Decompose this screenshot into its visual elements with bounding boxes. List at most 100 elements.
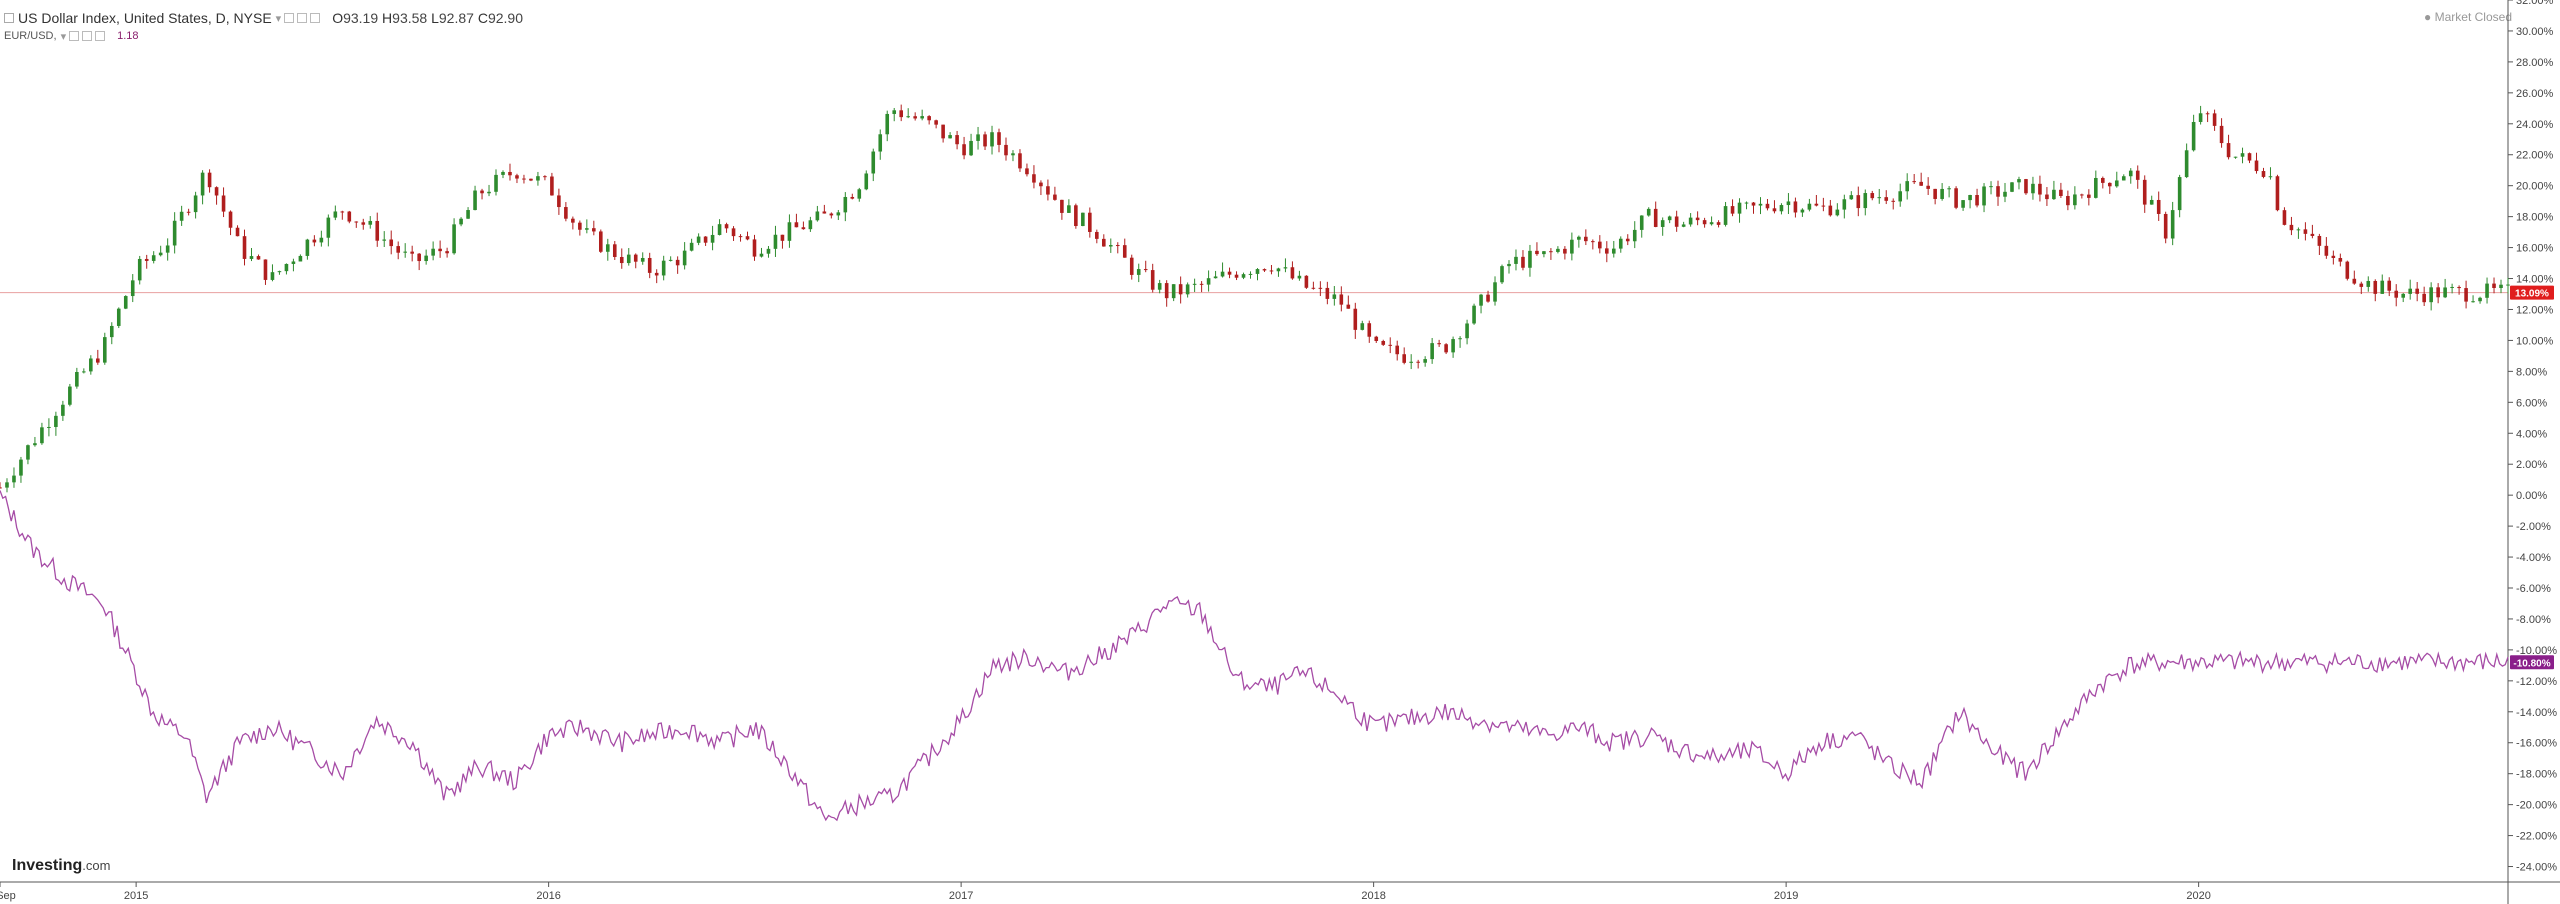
y-tick-label: -24.00% xyxy=(2516,862,2557,874)
candle-body xyxy=(1688,217,1693,225)
candle-body xyxy=(2107,182,2112,187)
main-series-legend[interactable]: US Dollar Index, United States, D, NYSE … xyxy=(4,8,523,28)
candle-body xyxy=(1479,294,1483,306)
candle-body xyxy=(941,124,945,139)
candle-body xyxy=(396,246,401,253)
candle-body xyxy=(102,337,107,363)
candle-body xyxy=(1870,193,1875,199)
candle-body xyxy=(1025,168,1029,175)
candle-body xyxy=(1067,205,1071,213)
candle-body xyxy=(186,211,191,213)
y-tick-label: -8.00% xyxy=(2516,614,2551,626)
y-tick-label: 2.00% xyxy=(2516,459,2547,471)
candle-body xyxy=(1178,284,1183,295)
candle-body xyxy=(2163,213,2168,239)
candle-body xyxy=(836,212,841,216)
candle-body xyxy=(1765,203,1770,209)
candle-body xyxy=(459,218,463,225)
settings-icon[interactable] xyxy=(297,13,308,23)
candle-body xyxy=(1346,304,1351,309)
candle-body xyxy=(2233,156,2238,158)
collapse-toggle-icon[interactable] xyxy=(4,13,14,23)
candle-body xyxy=(829,213,834,216)
candle-body xyxy=(2506,284,2510,286)
candle-body xyxy=(1388,344,1393,346)
candle-body xyxy=(333,211,338,218)
candle-body xyxy=(165,245,170,253)
y-tick-label: 20.00% xyxy=(2516,181,2554,193)
y-tick-label: 26.00% xyxy=(2516,88,2554,100)
candle-body xyxy=(508,171,512,176)
candle-body xyxy=(1709,222,1714,225)
visibility-icon[interactable] xyxy=(284,13,295,23)
candle-body xyxy=(2289,224,2294,231)
candle-body xyxy=(1430,343,1434,360)
candle-body xyxy=(1088,212,1092,232)
candle-body xyxy=(1122,245,1127,258)
candle-body xyxy=(2149,199,2154,205)
close-icon[interactable] xyxy=(310,13,321,23)
candle-body xyxy=(1674,216,1679,227)
visibility-icon[interactable] xyxy=(69,31,80,41)
candle-body xyxy=(389,239,394,247)
candle-body xyxy=(1891,200,1896,202)
settings-icon[interactable] xyxy=(82,31,93,41)
candle-body xyxy=(1514,256,1518,264)
y-tick-label: 16.00% xyxy=(2516,243,2554,255)
y-tick-label: 0.00% xyxy=(2516,490,2547,502)
candle-body xyxy=(1758,203,1763,206)
candle-body xyxy=(1297,275,1302,279)
candle-body xyxy=(2443,287,2447,298)
candle-body xyxy=(2226,143,2231,158)
candle-body xyxy=(2017,179,2021,183)
candle-body xyxy=(857,189,862,199)
candle-body xyxy=(1486,294,1490,302)
candle-body xyxy=(221,195,226,212)
chevron-down-icon[interactable]: ▾ xyxy=(60,30,67,43)
candle-body xyxy=(759,253,764,257)
candle-body xyxy=(1996,186,2000,197)
candle-body xyxy=(284,263,289,272)
candle-body xyxy=(2401,293,2406,298)
candle-body xyxy=(2024,179,2028,194)
compare-series-legend[interactable]: EUR/USD, ▾ 1.18 xyxy=(4,28,523,44)
candle-body xyxy=(1535,250,1539,255)
candle-body xyxy=(452,224,456,254)
candle-body xyxy=(1954,188,1958,208)
candle-body xyxy=(689,242,694,251)
candle-body xyxy=(1807,203,1812,210)
candle-body xyxy=(1353,308,1358,330)
candle-body xyxy=(962,144,966,156)
candle-body xyxy=(2135,170,2140,180)
candle-body xyxy=(2080,194,2084,196)
y-tick-label: -2.00% xyxy=(2516,521,2551,533)
candle-body xyxy=(990,132,994,147)
candle-body xyxy=(571,218,575,223)
candle-body xyxy=(2003,191,2007,197)
x-tick-label: 2017 xyxy=(949,890,973,902)
candle-body xyxy=(578,222,582,230)
candle-body xyxy=(1772,208,1777,212)
x-tick-label: 2015 xyxy=(124,890,148,902)
candle-body xyxy=(557,195,561,208)
y-tick-label: 14.00% xyxy=(2516,274,2554,286)
candle-body xyxy=(2121,176,2126,181)
ohlc-readout: O93.19 H93.58 L92.87 C92.90 xyxy=(332,10,523,26)
candle-body xyxy=(585,228,589,230)
candle-body xyxy=(2261,171,2266,177)
candle-body xyxy=(543,176,547,178)
candle-body xyxy=(1262,269,1267,271)
candle-body xyxy=(1835,209,1840,216)
candle-body xyxy=(1702,220,1707,225)
candle-body xyxy=(682,250,687,266)
candle-body xyxy=(1814,203,1819,206)
candle-body xyxy=(2499,284,2503,288)
candle-body xyxy=(626,254,631,264)
chevron-down-icon[interactable]: ▾ xyxy=(275,12,282,25)
candle-body xyxy=(2373,280,2378,294)
candle-body xyxy=(1164,283,1169,299)
candle-body xyxy=(1416,361,1420,363)
close-icon[interactable] xyxy=(95,31,106,41)
